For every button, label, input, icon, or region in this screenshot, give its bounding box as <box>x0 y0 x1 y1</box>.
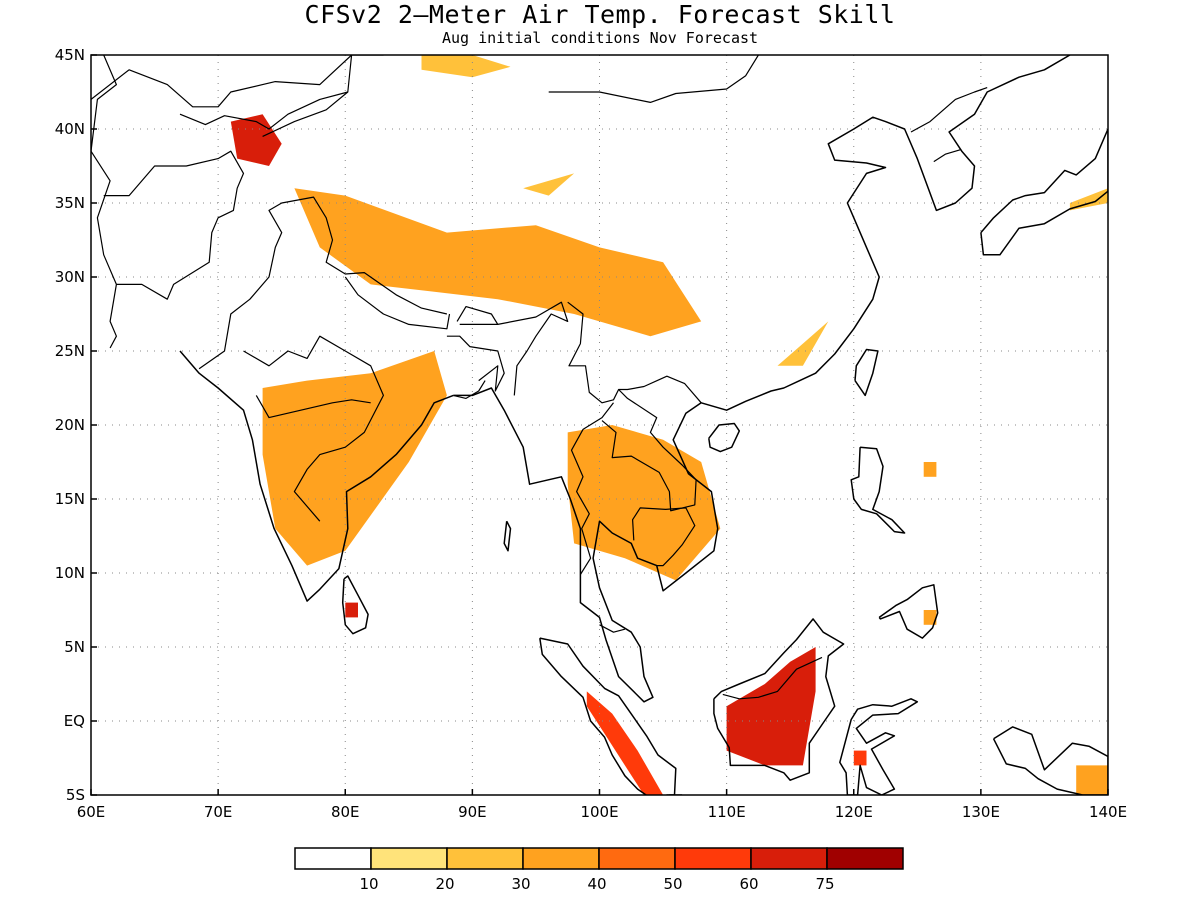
border-laos <box>601 389 697 512</box>
lon-tick-label: 70E <box>204 803 233 821</box>
lat-tick-label: 35N <box>55 194 85 212</box>
legend-label: 40 <box>587 875 606 893</box>
skill-region-new-guinea <box>1076 765 1108 795</box>
lat-tick-label: 40N <box>55 120 85 138</box>
lat-tick-label: 30N <box>55 268 85 286</box>
border-iran-pakistan <box>91 55 118 349</box>
coastline-new-guinea <box>992 726 1108 795</box>
lat-tick-label: 5S <box>66 786 85 804</box>
skill-region-tibet <box>294 188 702 337</box>
border-afghanistan-pakistan <box>103 150 245 300</box>
lon-tick-label: 120E <box>835 803 873 821</box>
lat-tick-label: 20N <box>55 416 85 434</box>
coastline-borneo <box>713 618 845 781</box>
coastline-andaman <box>503 520 512 552</box>
border-india-internal <box>243 335 384 522</box>
legend-label: 30 <box>511 875 530 893</box>
legend-swatch <box>674 847 752 870</box>
skill-region-east-china <box>777 321 829 366</box>
skill-region-mindanao <box>923 610 937 625</box>
skill-region-central-china <box>523 173 575 196</box>
coastline-mindanao <box>878 584 939 639</box>
lon-tick-label: 130E <box>962 803 1000 821</box>
lon-tick-label: 140E <box>1089 803 1127 821</box>
border-china-korea <box>933 149 961 163</box>
coastline-india <box>179 350 454 602</box>
border-bhutan <box>456 306 499 325</box>
skill-region-japan <box>1069 188 1108 211</box>
skill-region-india-outer <box>262 351 447 566</box>
border-malaysia-thailand <box>599 624 626 633</box>
lat-tick-label: 45N <box>55 46 85 64</box>
coastline-sumatra <box>539 637 677 795</box>
skill-region-indochina-outer <box>567 425 721 581</box>
lon-tick-label: 60E <box>77 803 106 821</box>
border-borneo-borders <box>722 656 823 700</box>
skill-region-borneo <box>726 647 816 766</box>
border-pakistan-india <box>198 196 448 370</box>
coastline-hainan <box>708 422 741 453</box>
lon-tick-label: 90E <box>458 803 487 821</box>
coastline-bangladesh-burma <box>453 55 1071 703</box>
border-bangladesh <box>446 335 505 392</box>
lon-tick-label: 80E <box>331 803 360 821</box>
color-legend: 10 20 30 40 50 60 75 <box>294 847 904 893</box>
legend-label: 10 <box>359 875 378 893</box>
map-subtitle: Aug initial conditions Nov Forecast <box>441 29 759 47</box>
lat-tick-label: EQ <box>64 712 85 730</box>
legend-swatch <box>370 847 448 870</box>
latitude-axis: 45N 40N 35N 30N 25N 20N 15N 10N 5N EQ 5S <box>55 46 97 804</box>
legend-label: 50 <box>663 875 682 893</box>
border-burma-china <box>567 301 702 404</box>
coastline-luzon <box>850 446 906 534</box>
lat-tick-label: 25N <box>55 342 85 360</box>
border-burma-thailand <box>570 402 614 575</box>
border-nepal-tibet <box>344 276 451 330</box>
skill-region-sulawesi <box>853 750 867 766</box>
map-title: CFSv2 2–Meter Air Temp. Forecast Skill <box>304 0 896 29</box>
coastline-korea-japan <box>980 128 1108 256</box>
border-cambodia <box>631 507 696 567</box>
skill-region-kashmir <box>230 114 282 166</box>
border-india-internal-2 <box>255 395 371 419</box>
legend-swatch <box>598 847 676 870</box>
skill-region-sumatra <box>586 691 664 795</box>
legend-label: 60 <box>739 875 758 893</box>
border-korea-dmz <box>910 87 988 133</box>
coastline-sulawesi <box>839 698 919 795</box>
grid-lines <box>91 55 1108 795</box>
border-china-mongolia <box>262 55 486 137</box>
lon-tick-label: 110E <box>708 803 746 821</box>
border-myanmar-coast-fill <box>453 380 486 399</box>
legend-label: 20 <box>435 875 454 893</box>
legend-swatch <box>446 847 524 870</box>
lat-tick-label: 10N <box>55 564 85 582</box>
coastline-taiwan <box>854 348 879 397</box>
coastlines <box>91 55 1108 795</box>
skill-region-luzon <box>923 462 937 477</box>
lat-tick-label: 15N <box>55 490 85 508</box>
skill-shading-layer <box>230 55 1108 795</box>
border-ne-india-burma <box>497 301 569 396</box>
legend-swatch <box>750 847 828 870</box>
border-tajik-kyrgyz <box>179 91 348 130</box>
legend-swatch <box>294 847 372 870</box>
legend-swatch <box>522 847 600 870</box>
coastline-sri-lanka <box>341 575 369 635</box>
lon-tick-label: 100E <box>580 803 618 821</box>
longitude-axis: 60E 70E 80E 90E 100E 110E 120E 130E 140E <box>77 789 1127 821</box>
skill-region-sri-lanka <box>345 602 358 618</box>
legend-swatch <box>826 847 904 870</box>
border-uzbek <box>91 55 353 108</box>
lat-tick-label: 5N <box>64 638 85 656</box>
skill-region-mongolia-strip <box>421 55 511 78</box>
legend-label: 75 <box>815 875 834 893</box>
border-mongolia-east <box>548 55 759 104</box>
